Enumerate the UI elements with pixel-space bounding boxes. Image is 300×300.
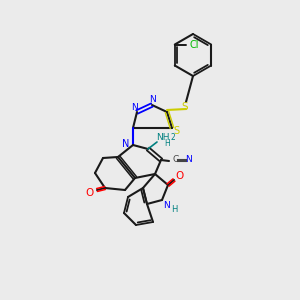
Text: N: N [164, 202, 170, 211]
Text: H: H [171, 206, 177, 214]
Text: NH: NH [156, 133, 170, 142]
Text: O: O [86, 188, 94, 198]
Text: S: S [182, 102, 188, 112]
Text: N: N [130, 103, 137, 112]
Text: S: S [173, 126, 179, 136]
Text: Cl: Cl [189, 40, 199, 50]
Text: C: C [173, 155, 179, 164]
Text: N: N [148, 95, 155, 104]
Text: 2: 2 [171, 133, 176, 142]
Text: N: N [186, 155, 192, 164]
Text: N: N [122, 139, 130, 149]
Text: O: O [175, 171, 183, 181]
Text: H: H [164, 139, 170, 148]
